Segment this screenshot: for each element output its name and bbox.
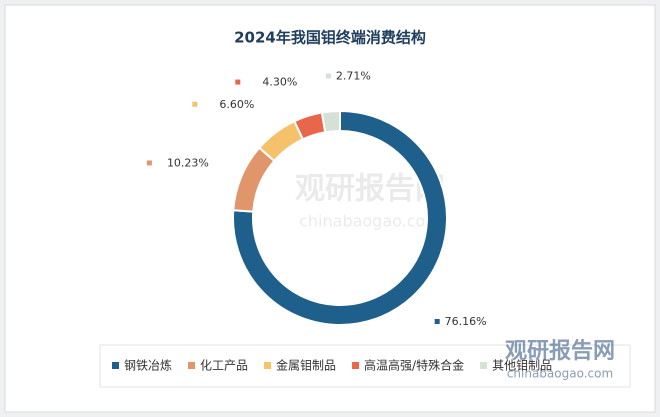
legend-label: 其他钼制品 (492, 359, 552, 373)
data-label: 2.71% (336, 70, 371, 83)
label-swatch (235, 79, 241, 85)
watermark-logo: chinabaogao.com (507, 367, 613, 381)
label-swatch (325, 73, 331, 79)
data-label: 10.23% (167, 156, 209, 169)
legend-swatch (480, 362, 488, 369)
legend-swatch (112, 362, 119, 369)
watermark-logo: 观研报告网 (505, 339, 615, 364)
legend-label: 钢铁冶炼 (124, 358, 172, 373)
panel (4, 4, 656, 413)
data-label: 76.16% (445, 315, 487, 328)
donut-slice (320, 109, 341, 134)
legend-swatch (264, 362, 272, 369)
data-label: 6.60% (219, 98, 254, 111)
legend-label: 化工产品 (200, 359, 248, 373)
label-swatch (146, 160, 152, 166)
label-swatch (434, 319, 440, 325)
legend-swatch (188, 362, 196, 369)
legend-label: 高温高强/特殊合金 (364, 358, 464, 373)
legend-swatch (352, 362, 360, 369)
legend-box (99, 344, 631, 388)
watermark: chinabaogao.com (299, 212, 441, 231)
chart-title: 2024年我国钼终端消费结构 (234, 29, 426, 47)
legend-label: 金属钼制品 (276, 358, 336, 373)
donut-slice (232, 109, 448, 326)
label-swatch (192, 101, 198, 107)
data-label: 4.30% (262, 76, 297, 89)
